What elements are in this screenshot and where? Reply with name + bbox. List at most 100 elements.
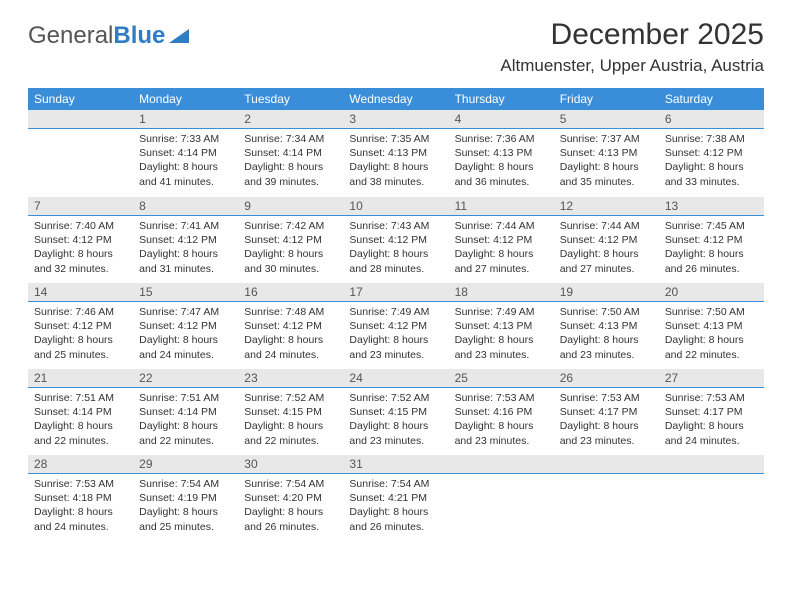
day-content: Sunrise: 7:53 AMSunset: 4:16 PMDaylight:… [449,388,554,452]
sunset-line: Sunset: 4:13 PM [455,319,548,333]
daylight-line: Daylight: 8 hours and 33 minutes. [665,160,758,188]
header: GeneralBlue December 2025 Altmuenster, U… [28,18,764,76]
weekday-header: Wednesday [343,88,448,110]
daylight-line: Daylight: 8 hours and 24 minutes. [139,333,232,361]
sunrise-line: Sunrise: 7:51 AM [139,391,232,405]
calendar-cell [28,110,133,196]
calendar-cell: 24Sunrise: 7:52 AMSunset: 4:15 PMDayligh… [343,368,448,454]
sunset-line: Sunset: 4:21 PM [349,491,442,505]
daylight-line: Daylight: 8 hours and 23 minutes. [560,333,653,361]
daylight-line: Daylight: 8 hours and 22 minutes. [665,333,758,361]
calendar-row: 7Sunrise: 7:40 AMSunset: 4:12 PMDaylight… [28,196,764,282]
sunset-line: Sunset: 4:12 PM [139,233,232,247]
sunset-line: Sunset: 4:13 PM [665,319,758,333]
calendar-cell: 1Sunrise: 7:33 AMSunset: 4:14 PMDaylight… [133,110,238,196]
sunrise-line: Sunrise: 7:52 AM [244,391,337,405]
sunrise-line: Sunrise: 7:48 AM [244,305,337,319]
daylight-line: Daylight: 8 hours and 23 minutes. [349,333,442,361]
calendar-row: 1Sunrise: 7:33 AMSunset: 4:14 PMDaylight… [28,110,764,196]
weekday-header: Sunday [28,88,133,110]
calendar-cell: 7Sunrise: 7:40 AMSunset: 4:12 PMDaylight… [28,196,133,282]
day-content: Sunrise: 7:47 AMSunset: 4:12 PMDaylight:… [133,302,238,366]
sunset-line: Sunset: 4:14 PM [244,146,337,160]
sunset-line: Sunset: 4:12 PM [34,233,127,247]
day-number: 18 [449,283,554,302]
sunrise-line: Sunrise: 7:42 AM [244,219,337,233]
sunrise-line: Sunrise: 7:54 AM [244,477,337,491]
day-content: Sunrise: 7:50 AMSunset: 4:13 PMDaylight:… [554,302,659,366]
sunset-line: Sunset: 4:19 PM [139,491,232,505]
day-number-empty [28,110,133,129]
calendar-cell: 20Sunrise: 7:50 AMSunset: 4:13 PMDayligh… [659,282,764,368]
day-content: Sunrise: 7:38 AMSunset: 4:12 PMDaylight:… [659,129,764,193]
calendar-cell: 19Sunrise: 7:50 AMSunset: 4:13 PMDayligh… [554,282,659,368]
day-number: 24 [343,369,448,388]
sunset-line: Sunset: 4:12 PM [349,233,442,247]
sunset-line: Sunset: 4:17 PM [665,405,758,419]
sunset-line: Sunset: 4:16 PM [455,405,548,419]
weekday-header: Monday [133,88,238,110]
day-number: 1 [133,110,238,129]
day-content: Sunrise: 7:34 AMSunset: 4:14 PMDaylight:… [238,129,343,193]
sunset-line: Sunset: 4:12 PM [139,319,232,333]
day-number: 5 [554,110,659,129]
daylight-line: Daylight: 8 hours and 32 minutes. [34,247,127,275]
weekday-header: Tuesday [238,88,343,110]
calendar-cell: 27Sunrise: 7:53 AMSunset: 4:17 PMDayligh… [659,368,764,454]
daylight-line: Daylight: 8 hours and 26 minutes. [244,505,337,533]
day-number-empty [659,455,764,474]
daylight-line: Daylight: 8 hours and 22 minutes. [34,419,127,447]
day-number: 16 [238,283,343,302]
sunrise-line: Sunrise: 7:38 AM [665,132,758,146]
day-number: 10 [343,197,448,216]
triangle-icon [169,22,189,50]
sunset-line: Sunset: 4:12 PM [349,319,442,333]
sunrise-line: Sunrise: 7:52 AM [349,391,442,405]
calendar-cell: 15Sunrise: 7:47 AMSunset: 4:12 PMDayligh… [133,282,238,368]
day-content: Sunrise: 7:43 AMSunset: 4:12 PMDaylight:… [343,216,448,280]
day-content: Sunrise: 7:46 AMSunset: 4:12 PMDaylight:… [28,302,133,366]
sunrise-line: Sunrise: 7:50 AM [665,305,758,319]
day-number: 15 [133,283,238,302]
sunrise-line: Sunrise: 7:46 AM [34,305,127,319]
title-block: December 2025 Altmuenster, Upper Austria… [500,18,764,76]
calendar-cell: 18Sunrise: 7:49 AMSunset: 4:13 PMDayligh… [449,282,554,368]
sunset-line: Sunset: 4:13 PM [560,319,653,333]
sunrise-line: Sunrise: 7:53 AM [665,391,758,405]
calendar-table: SundayMondayTuesdayWednesdayThursdayFrid… [28,88,764,541]
sunset-line: Sunset: 4:12 PM [244,319,337,333]
sunset-line: Sunset: 4:14 PM [139,146,232,160]
calendar-body: 1Sunrise: 7:33 AMSunset: 4:14 PMDaylight… [28,110,764,540]
sunset-line: Sunset: 4:13 PM [560,146,653,160]
calendar-cell: 14Sunrise: 7:46 AMSunset: 4:12 PMDayligh… [28,282,133,368]
location-text: Altmuenster, Upper Austria, Austria [500,56,764,76]
day-content: Sunrise: 7:52 AMSunset: 4:15 PMDaylight:… [343,388,448,452]
calendar-cell: 22Sunrise: 7:51 AMSunset: 4:14 PMDayligh… [133,368,238,454]
day-content: Sunrise: 7:54 AMSunset: 4:19 PMDaylight:… [133,474,238,538]
calendar-cell: 21Sunrise: 7:51 AMSunset: 4:14 PMDayligh… [28,368,133,454]
day-number: 30 [238,455,343,474]
calendar-cell: 12Sunrise: 7:44 AMSunset: 4:12 PMDayligh… [554,196,659,282]
day-number: 17 [343,283,448,302]
daylight-line: Daylight: 8 hours and 38 minutes. [349,160,442,188]
day-content: Sunrise: 7:33 AMSunset: 4:14 PMDaylight:… [133,129,238,193]
day-number: 12 [554,197,659,216]
day-content: Sunrise: 7:51 AMSunset: 4:14 PMDaylight:… [133,388,238,452]
sunrise-line: Sunrise: 7:54 AM [139,477,232,491]
day-number: 13 [659,197,764,216]
calendar-cell: 6Sunrise: 7:38 AMSunset: 4:12 PMDaylight… [659,110,764,196]
day-content: Sunrise: 7:41 AMSunset: 4:12 PMDaylight:… [133,216,238,280]
sunrise-line: Sunrise: 7:53 AM [560,391,653,405]
sunset-line: Sunset: 4:12 PM [455,233,548,247]
day-content: Sunrise: 7:44 AMSunset: 4:12 PMDaylight:… [554,216,659,280]
day-number: 26 [554,369,659,388]
daylight-line: Daylight: 8 hours and 23 minutes. [349,419,442,447]
day-number: 29 [133,455,238,474]
sunrise-line: Sunrise: 7:36 AM [455,132,548,146]
sunrise-line: Sunrise: 7:43 AM [349,219,442,233]
day-number: 11 [449,197,554,216]
sunset-line: Sunset: 4:12 PM [665,233,758,247]
calendar-cell: 5Sunrise: 7:37 AMSunset: 4:13 PMDaylight… [554,110,659,196]
daylight-line: Daylight: 8 hours and 36 minutes. [455,160,548,188]
calendar-cell: 29Sunrise: 7:54 AMSunset: 4:19 PMDayligh… [133,454,238,540]
